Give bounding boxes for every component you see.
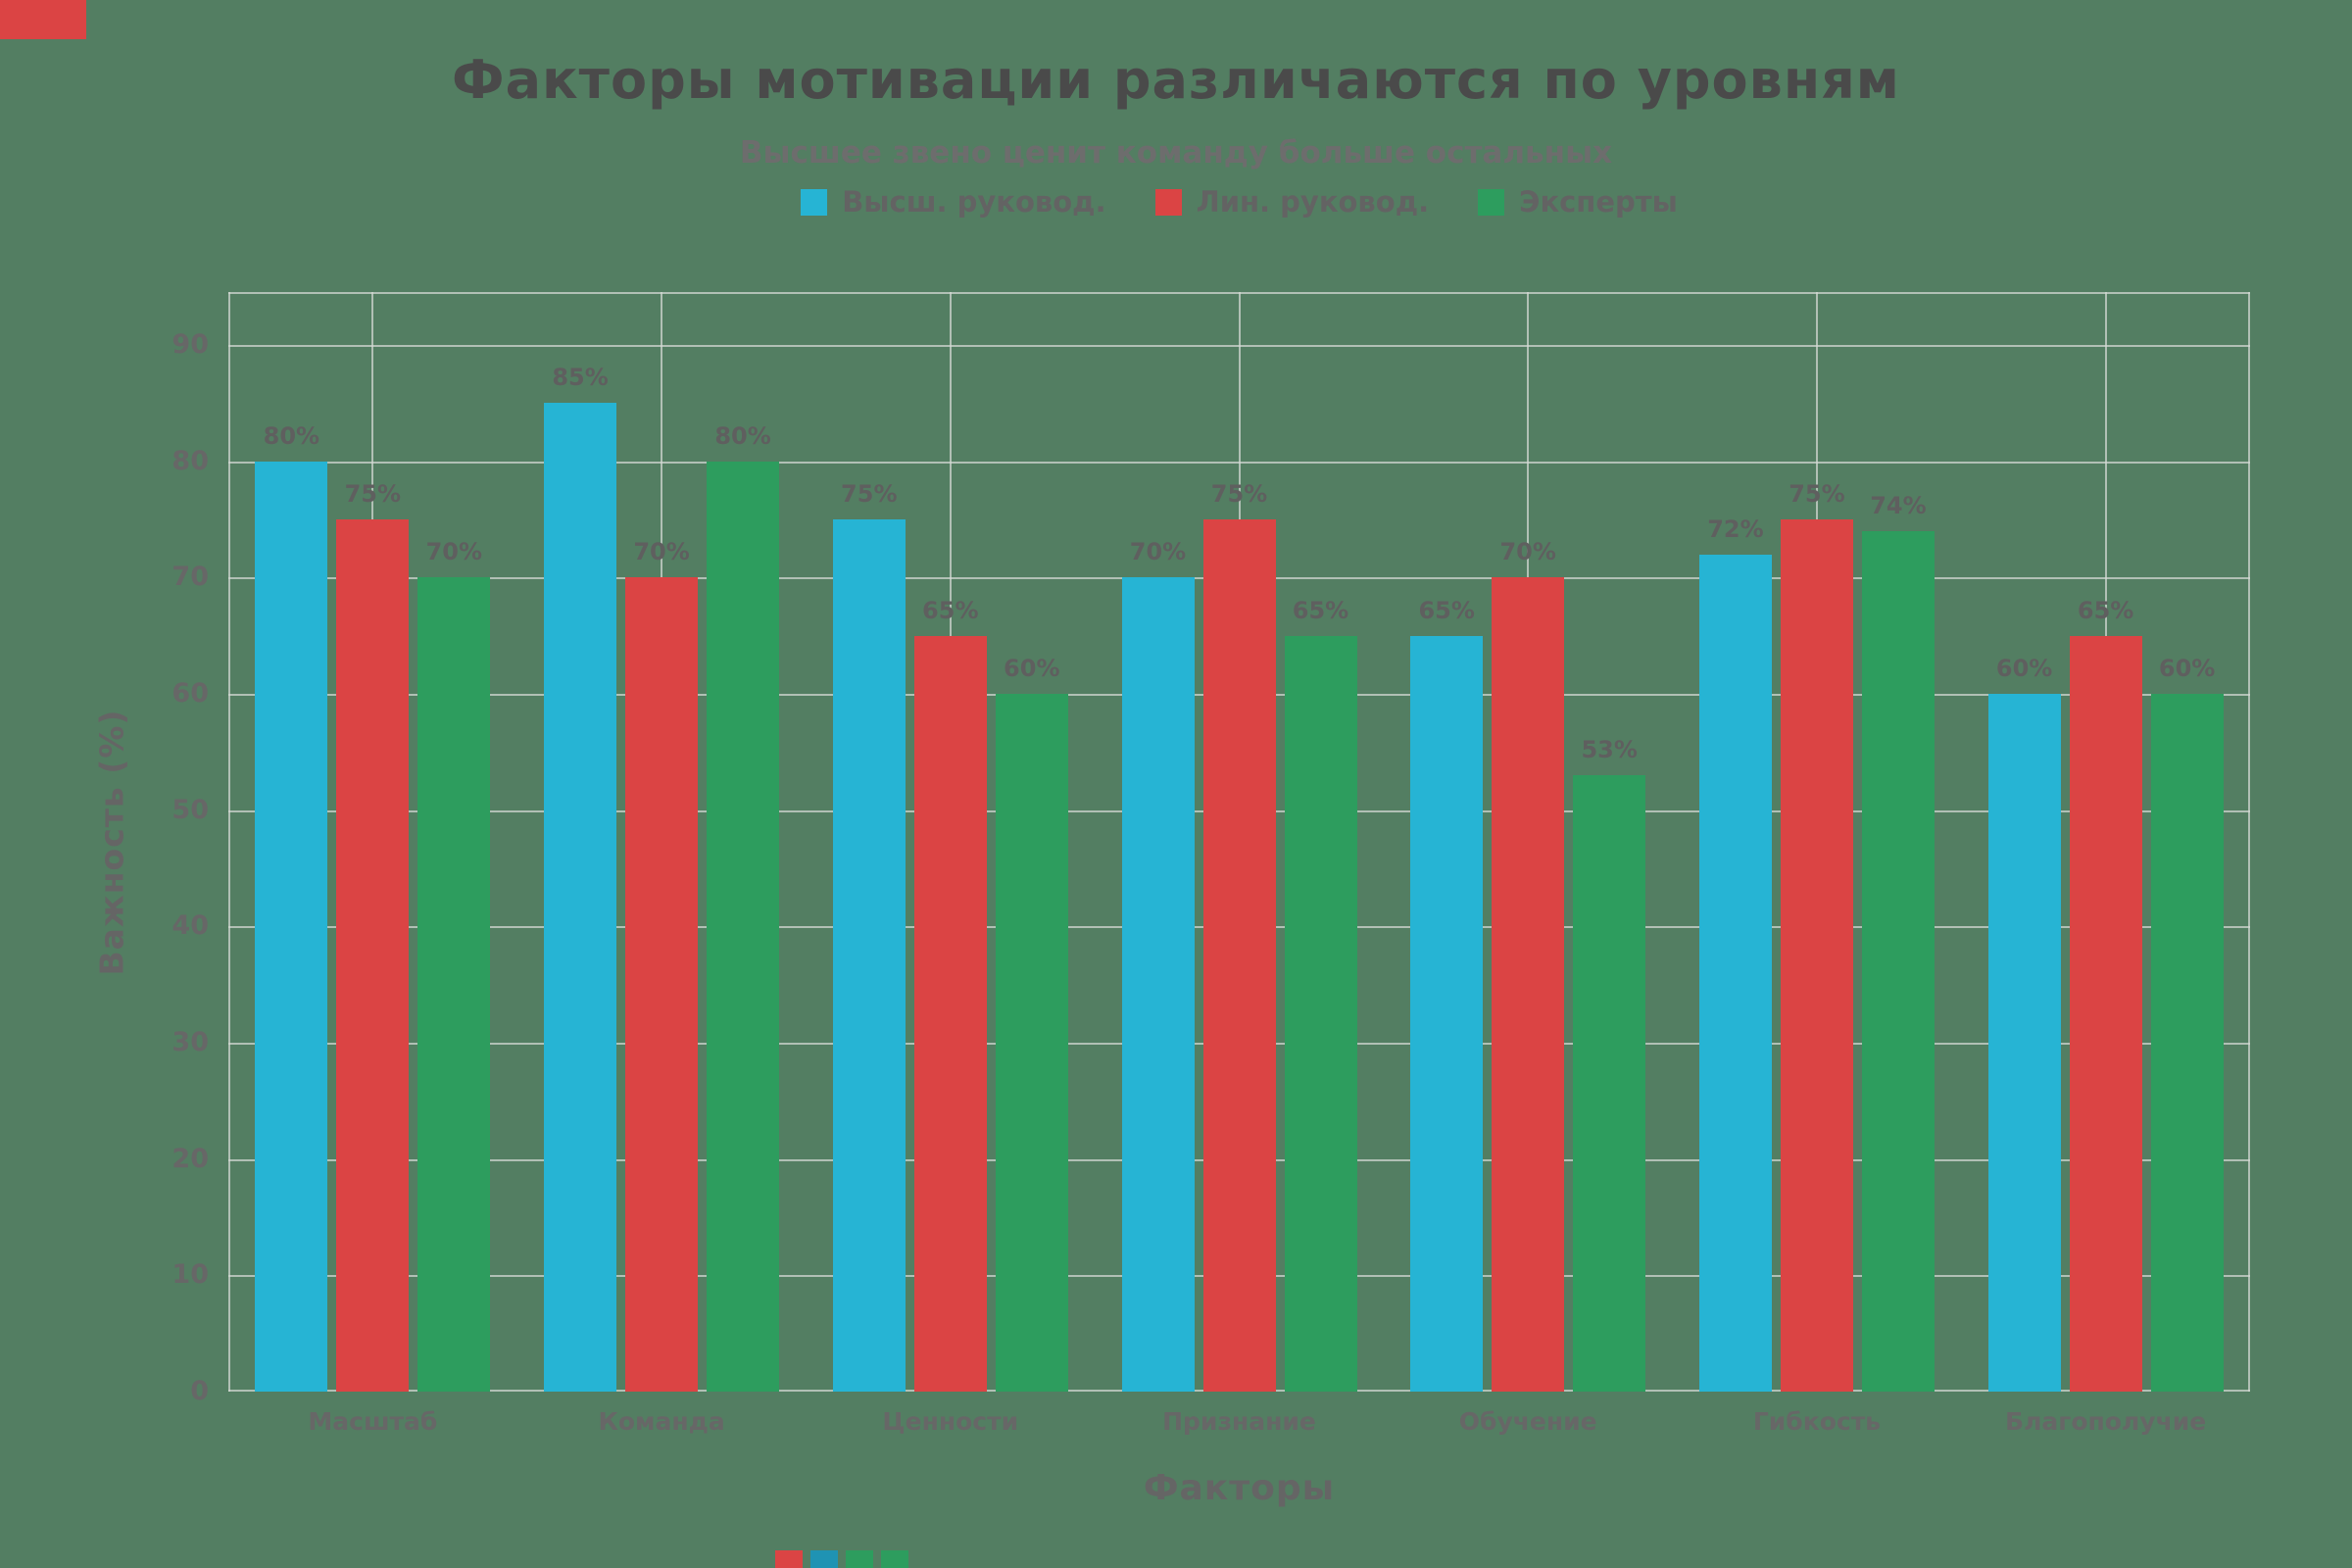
bottom-artifact-square (775, 1550, 803, 1568)
bar (1861, 530, 1935, 1392)
x-tick-label: Признание (1162, 1407, 1316, 1436)
bar (417, 577, 491, 1392)
top-left-artifact (0, 0, 86, 39)
x-axis-title: Факторы (1143, 1468, 1336, 1508)
legend-label: Высш. руковод. (842, 185, 1106, 219)
bar (995, 694, 1068, 1392)
bar-value-label: 60% (1995, 655, 2053, 682)
bar-value-label: 65% (1418, 596, 1475, 624)
legend-item: Эксперты (1478, 185, 1678, 219)
bar (1284, 635, 1357, 1392)
y-tick-label: 60 (172, 678, 209, 709)
x-tick-label: Масштаб (308, 1407, 438, 1436)
chart-subtitle: Высшее звено ценит команду больше осталь… (739, 135, 1613, 171)
bar-value-label: 65% (2077, 596, 2134, 624)
bar-value-label: 75% (344, 480, 402, 508)
bar-value-label: 60% (2158, 655, 2216, 682)
bar-value-label: 74% (1870, 491, 1927, 519)
legend-label: Лин. руковод. (1196, 185, 1430, 219)
x-tick-label: Обучение (1458, 1407, 1597, 1436)
bar-value-label: 72% (1707, 514, 1764, 543)
y-tick-label: 90 (172, 329, 209, 360)
bar (1780, 519, 1853, 1392)
legend-swatch (1478, 188, 1505, 216)
x-tick-label: Благополучие (2005, 1407, 2207, 1436)
bar-value-label: 70% (425, 538, 483, 566)
y-tick-label: 40 (172, 910, 209, 942)
legend-item: Высш. руковод. (801, 185, 1106, 219)
legend-swatch (1154, 188, 1182, 216)
chart-title: Факторы мотивации различаются по уровням (452, 49, 1900, 111)
bar (1573, 775, 1646, 1392)
bar-value-label: 80% (263, 421, 320, 450)
bar (1410, 635, 1484, 1392)
bar (544, 403, 617, 1392)
bar (2150, 694, 2224, 1392)
plot-left-border (228, 292, 230, 1392)
bar (1698, 554, 1772, 1392)
bar (913, 635, 987, 1392)
bar-value-label: 65% (1292, 596, 1349, 624)
x-tick-label: Ценности (882, 1407, 1019, 1436)
bar-value-label: 80% (714, 421, 771, 450)
bar-value-label: 70% (1499, 538, 1556, 566)
y-axis-title: Важность (%) (92, 709, 131, 976)
bar-value-label: 70% (1129, 538, 1187, 566)
bar (1121, 577, 1195, 1392)
bottom-artifact-square (846, 1550, 873, 1568)
x-tick-label: Гибкость (1752, 1407, 1881, 1436)
bar (255, 461, 328, 1392)
bottom-artifact-square (810, 1550, 838, 1568)
y-tick-label: 20 (172, 1143, 209, 1174)
bar (1202, 519, 1276, 1392)
bar (832, 519, 906, 1392)
plot-right-border (2248, 292, 2250, 1392)
y-tick-label: 10 (172, 1259, 209, 1291)
bar-value-label: 65% (922, 596, 979, 624)
bottom-artifact-square (881, 1550, 908, 1568)
bar-value-label: 70% (633, 538, 690, 566)
bottom-artifact (775, 1550, 908, 1568)
legend-swatch (801, 188, 828, 216)
bar (707, 461, 780, 1392)
bar (336, 519, 410, 1392)
y-tick-label: 50 (172, 794, 209, 825)
legend: Высш. руковод. Лин. руковод. Эксперты (228, 180, 2250, 223)
bar-value-label: 75% (841, 480, 898, 508)
plot-area: 80% 75% 70% 85% 70% 80% 75% 65% 60% 70% 75% 65% 65% 7… (228, 292, 2250, 1392)
bar-value-label: 75% (1210, 480, 1268, 508)
bar (1987, 694, 2061, 1392)
x-tick-label: Команда (598, 1407, 725, 1436)
legend-label: Эксперты (1519, 185, 1678, 219)
bar-value-label: 53% (1581, 736, 1638, 764)
y-tick-label: 0 (190, 1376, 209, 1406)
y-tick-label: 80 (172, 445, 209, 476)
bar (1492, 577, 1565, 1392)
bar (2069, 635, 2142, 1392)
y-tick-label: 30 (172, 1027, 209, 1057)
bar-value-label: 85% (552, 364, 609, 392)
bar-value-label: 60% (1004, 655, 1060, 682)
bar-value-label: 75% (1788, 480, 1845, 508)
legend-item: Лин. руковод. (1154, 185, 1430, 219)
bar (625, 577, 699, 1392)
y-tick-label: 70 (172, 562, 209, 593)
